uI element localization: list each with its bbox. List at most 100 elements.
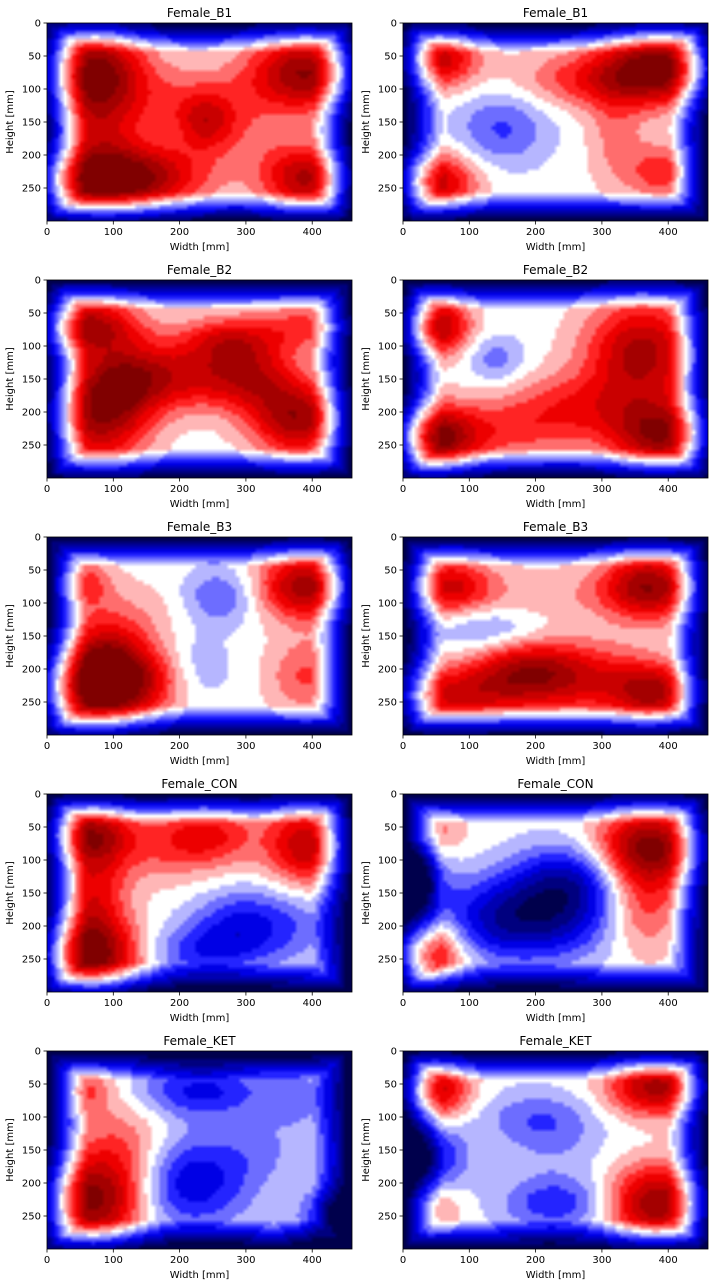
- chart-title: Female_CON: [517, 777, 593, 791]
- y-tick-label: 150: [378, 118, 397, 129]
- heatmap-image: [403, 794, 708, 992]
- heatmap-image: [403, 1051, 708, 1249]
- chart-title: Female_B3: [167, 520, 232, 534]
- y-axis-label: Height [mm]: [361, 861, 372, 925]
- y-tick-label: 0: [35, 276, 41, 287]
- x-tick-label: 0: [400, 484, 406, 495]
- heatmap-svg: Female_B2 0 100 200 300 400 0 50 100 150 200 250 Wid…: [5, 263, 353, 510]
- y-tick-label: 100: [22, 342, 41, 353]
- y-tick-label: 150: [22, 632, 41, 643]
- y-tick-label: 150: [22, 118, 41, 129]
- x-tick-label: 100: [104, 1255, 123, 1266]
- heatmap-svg: Female_B1 0 100 200 300 400 0 50 100 150 200 250 Wid…: [5, 6, 353, 253]
- heatmap-svg: Female_CON 0 100 200 300 400 0 50 100 150 200 250 Wi…: [5, 777, 353, 1024]
- x-tick-label: 300: [236, 227, 255, 238]
- y-tick-label: 250: [378, 184, 397, 195]
- y-tick-label: 150: [378, 375, 397, 386]
- y-tick-label: 250: [22, 955, 41, 966]
- x-tick-label: 100: [460, 998, 479, 1009]
- y-tick-label: 0: [391, 276, 397, 287]
- x-tick-label: 300: [592, 1255, 611, 1266]
- x-tick-label: 200: [170, 227, 189, 238]
- heatmap-svg: Female_KET 0 100 200 300 400 0 50 100 150 200 250 Wi…: [5, 1034, 353, 1281]
- x-tick-label: 300: [592, 998, 611, 1009]
- y-tick-label: 50: [28, 566, 41, 577]
- x-axis-label: Width [mm]: [170, 1013, 230, 1024]
- y-tick-label: 250: [22, 441, 41, 452]
- y-tick-label: 50: [384, 823, 397, 834]
- x-axis-label: Width [mm]: [526, 499, 586, 510]
- x-tick-label: 300: [592, 741, 611, 752]
- y-tick-label: 0: [391, 790, 397, 801]
- x-tick-label: 300: [236, 741, 255, 752]
- x-tick-label: 300: [236, 998, 255, 1009]
- x-axis-label: Width [mm]: [526, 1270, 586, 1281]
- y-tick-label: 0: [35, 533, 41, 544]
- heatmap-image: [47, 1051, 352, 1249]
- y-axis-label: Height [mm]: [361, 90, 372, 154]
- y-tick-label: 200: [22, 922, 41, 933]
- y-tick-label: 0: [391, 1047, 397, 1058]
- y-axis-label: Height [mm]: [361, 604, 372, 668]
- x-tick-label: 200: [170, 741, 189, 752]
- y-tick-label: 0: [35, 1047, 41, 1058]
- x-axis-label: Width [mm]: [526, 756, 586, 767]
- y-tick-label: 50: [28, 823, 41, 834]
- x-tick-label: 400: [303, 484, 322, 495]
- x-tick-label: 300: [592, 484, 611, 495]
- y-tick-label: 200: [22, 408, 41, 419]
- y-tick-label: 250: [378, 698, 397, 709]
- x-tick-label: 400: [659, 227, 678, 238]
- x-tick-label: 400: [659, 484, 678, 495]
- chart-title: Female_CON: [161, 777, 237, 791]
- chart-title: Female_KET: [519, 1034, 592, 1048]
- x-tick-label: 200: [170, 484, 189, 495]
- heatmap-panel: Female_B2 0 100 200 300 400 0 50 100 150 200 250 Wid…: [0, 257, 356, 514]
- y-tick-label: 0: [391, 19, 397, 30]
- y-tick-label: 200: [22, 1179, 41, 1190]
- y-tick-label: 100: [378, 856, 397, 867]
- chart-title: Female_B1: [167, 6, 232, 20]
- heatmap-svg: Female_B1 0 100 200 300 400 0 50 100 150 200 250 Wid…: [361, 6, 709, 253]
- heatmap-svg: Female_CON 0 100 200 300 400 0 50 100 150 200 250 Wi…: [361, 777, 709, 1024]
- x-tick-label: 400: [659, 741, 678, 752]
- y-tick-label: 250: [22, 698, 41, 709]
- y-tick-label: 250: [378, 955, 397, 966]
- y-tick-label: 50: [384, 566, 397, 577]
- heatmap-svg: Female_KET 0 100 200 300 400 0 50 100 150 200 250 Wi…: [361, 1034, 709, 1281]
- x-axis-label: Width [mm]: [170, 242, 230, 253]
- chart-title: Female_B1: [523, 6, 588, 20]
- heatmap-image: [403, 280, 708, 478]
- x-tick-label: 200: [170, 1255, 189, 1266]
- heatmap-panel: Female_B3 0 100 200 300 400 0 50 100 150 200 250 Wid…: [356, 514, 712, 771]
- y-tick-label: 200: [378, 665, 397, 676]
- x-tick-label: 100: [104, 484, 123, 495]
- x-tick-label: 400: [303, 998, 322, 1009]
- y-tick-label: 150: [22, 889, 41, 900]
- y-tick-label: 200: [378, 1179, 397, 1190]
- y-tick-label: 100: [22, 1113, 41, 1124]
- y-axis-label: Height [mm]: [5, 861, 16, 925]
- x-axis-label: Width [mm]: [170, 1270, 230, 1281]
- x-tick-label: 300: [236, 1255, 255, 1266]
- y-tick-label: 50: [28, 309, 41, 320]
- x-axis-label: Width [mm]: [526, 242, 586, 253]
- x-axis-label: Width [mm]: [170, 499, 230, 510]
- y-tick-label: 200: [378, 408, 397, 419]
- y-tick-label: 50: [384, 1080, 397, 1091]
- x-tick-label: 0: [400, 741, 406, 752]
- heatmap-image: [403, 537, 708, 735]
- y-tick-label: 100: [22, 85, 41, 96]
- heatmap-svg: Female_B3 0 100 200 300 400 0 50 100 150 200 250 Wid…: [361, 520, 709, 767]
- x-tick-label: 0: [400, 998, 406, 1009]
- x-tick-label: 0: [400, 227, 406, 238]
- x-tick-label: 400: [303, 741, 322, 752]
- heatmap-panel: Female_B1 0 100 200 300 400 0 50 100 150 200 250 Wid…: [356, 0, 712, 257]
- y-axis-label: Height [mm]: [361, 1118, 372, 1182]
- heatmap-panel: Female_CON 0 100 200 300 400 0 50 100 150 200 250 Wi…: [0, 771, 356, 1028]
- y-tick-label: 0: [35, 19, 41, 30]
- x-tick-label: 0: [44, 741, 50, 752]
- heatmap-image: [403, 23, 708, 221]
- y-tick-label: 150: [378, 889, 397, 900]
